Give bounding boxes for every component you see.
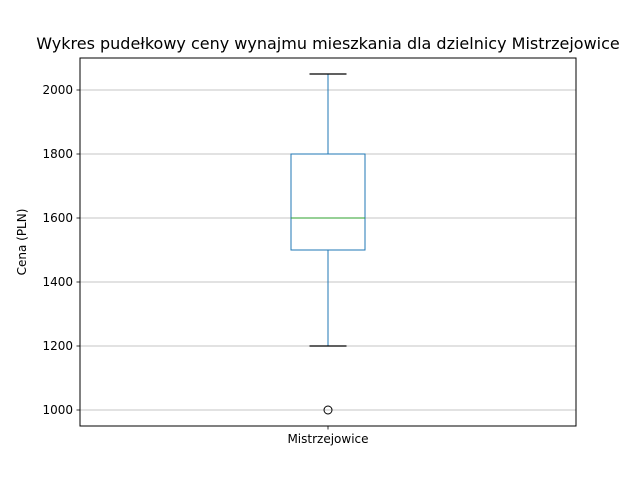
y-tick-label: 1200 <box>42 339 73 353</box>
outlier-point <box>323 405 333 415</box>
y-tick-label: 1800 <box>42 147 73 161</box>
box-mistrzejowice <box>290 73 366 415</box>
iqr-box <box>290 153 366 251</box>
y-axis-ticks: 1000 1200 1400 1600 1800 2000 <box>42 83 80 417</box>
chart-title: Wykres pudełkowy ceny wynajmu mieszkania… <box>36 34 620 53</box>
y-tick-label: 2000 <box>42 83 73 97</box>
x-tick-label: Mistrzejowice <box>287 432 368 446</box>
box-series <box>290 73 366 415</box>
x-axis-ticks: Mistrzejowice <box>287 426 369 446</box>
y-axis-label: Cena (PLN) <box>15 209 29 276</box>
y-tick-label: 1400 <box>42 275 73 289</box>
y-tick-label: 1600 <box>42 211 73 225</box>
plot-frame <box>79 57 577 427</box>
y-tick-label: 1000 <box>42 403 73 417</box>
